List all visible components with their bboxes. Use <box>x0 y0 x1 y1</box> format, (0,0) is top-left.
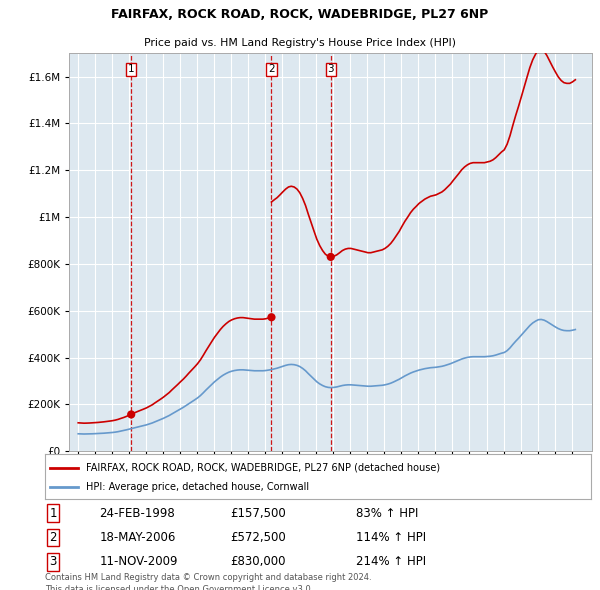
Text: 2: 2 <box>49 531 57 544</box>
Text: 3: 3 <box>328 64 334 74</box>
Text: 83% ↑ HPI: 83% ↑ HPI <box>356 507 419 520</box>
Text: FAIRFAX, ROCK ROAD, ROCK, WADEBRIDGE, PL27 6NP: FAIRFAX, ROCK ROAD, ROCK, WADEBRIDGE, PL… <box>112 8 488 21</box>
Text: £157,500: £157,500 <box>230 507 286 520</box>
Text: HPI: Average price, detached house, Cornwall: HPI: Average price, detached house, Corn… <box>86 483 309 493</box>
Text: 3: 3 <box>50 555 57 568</box>
Text: 24-FEB-1998: 24-FEB-1998 <box>100 507 175 520</box>
Text: FAIRFAX, ROCK ROAD, ROCK, WADEBRIDGE, PL27 6NP (detached house): FAIRFAX, ROCK ROAD, ROCK, WADEBRIDGE, PL… <box>86 463 440 473</box>
Text: 2: 2 <box>268 64 275 74</box>
Text: 11-NOV-2009: 11-NOV-2009 <box>100 555 178 568</box>
Text: 1: 1 <box>49 507 57 520</box>
Point <box>127 409 136 419</box>
Text: £830,000: £830,000 <box>230 555 286 568</box>
Text: Contains HM Land Registry data © Crown copyright and database right 2024.: Contains HM Land Registry data © Crown c… <box>45 573 371 582</box>
Text: This data is licensed under the Open Government Licence v3.0.: This data is licensed under the Open Gov… <box>45 585 313 590</box>
Text: 214% ↑ HPI: 214% ↑ HPI <box>356 555 427 568</box>
Text: 1: 1 <box>128 64 134 74</box>
Point <box>326 252 335 261</box>
Text: 18-MAY-2006: 18-MAY-2006 <box>100 531 176 544</box>
Text: Price paid vs. HM Land Registry's House Price Index (HPI): Price paid vs. HM Land Registry's House … <box>144 38 456 48</box>
Text: £572,500: £572,500 <box>230 531 286 544</box>
Point <box>266 313 276 322</box>
Text: 114% ↑ HPI: 114% ↑ HPI <box>356 531 427 544</box>
